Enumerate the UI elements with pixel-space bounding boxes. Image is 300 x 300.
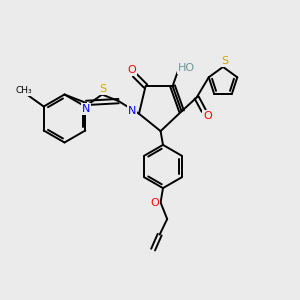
Text: O: O [150,198,159,208]
Text: HO: HO [178,63,195,74]
Text: N: N [82,104,90,114]
Text: N: N [128,106,136,116]
Text: CH₃: CH₃ [15,86,32,95]
Text: S: S [99,84,106,94]
Text: O: O [127,65,136,75]
Text: O: O [203,111,212,121]
Text: S: S [221,56,228,66]
